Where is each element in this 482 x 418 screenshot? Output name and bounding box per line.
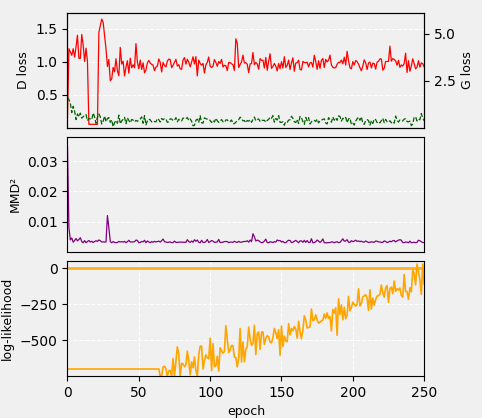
Y-axis label: D loss: D loss [17, 51, 30, 89]
Y-axis label: MMD²: MMD² [9, 176, 22, 212]
Y-axis label: log-likelihood: log-likelihood [1, 277, 14, 360]
Y-axis label: G loss: G loss [461, 51, 474, 89]
X-axis label: epoch: epoch [227, 405, 265, 418]
